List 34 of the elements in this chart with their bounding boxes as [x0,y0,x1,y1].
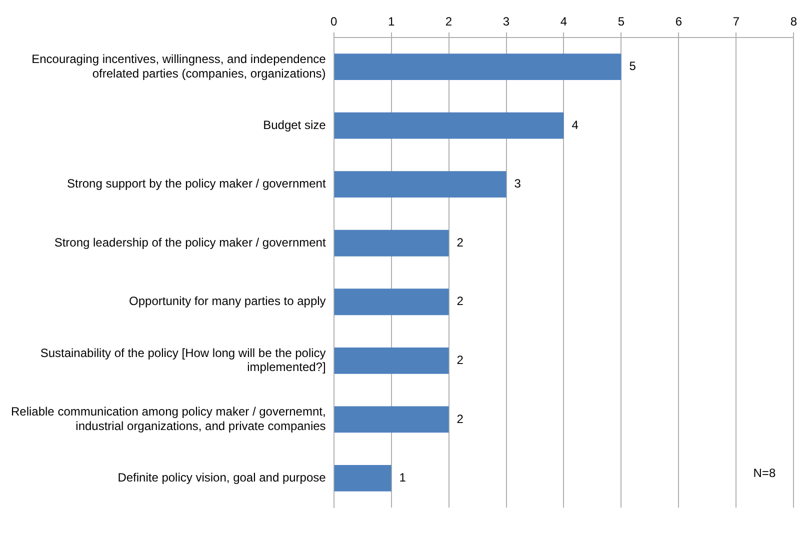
y-tick-label: Budget size [263,118,326,132]
x-tick-label: 3 [502,14,510,29]
x-tick-label: 4 [560,14,568,29]
bar [334,464,392,492]
y-tick-label: Opportunity for many parties to apply [129,294,326,308]
bar [334,230,449,256]
data-label: 4 [572,118,579,132]
y-tick-label: Encouraging incentives, willingness, and independence ofrelated parties (companies, organizations) [32,52,326,80]
x-tick-label: 1 [388,14,395,29]
x-tick-label: 0 [330,14,338,29]
x-tick-label: 5 [618,14,625,29]
y-tick-label: Definite policy vision, goal and purpose [118,470,326,485]
data-label: 1 [399,470,406,485]
bar [334,406,449,433]
data-label: 3 [514,176,522,191]
y-tick-label: Strong support by the policy maker / government [67,176,326,191]
x-tick-label: 8 [790,14,798,29]
bar [334,288,449,316]
bar [334,112,564,139]
y-tick-label: Sustainability of the policy [How long will be the policy implemented?] [40,346,326,374]
data-label: 2 [456,235,464,250]
annotation: N=8 [753,466,776,480]
x-tick-label: 6 [675,14,682,29]
bar [334,347,449,374]
data-label: 5 [629,59,636,74]
data-label: 2 [456,412,464,426]
x-tick-label: 2 [445,14,452,29]
bar [334,171,506,198]
bar [334,54,622,80]
y-tick-label: Strong leadership of the policy maker / government [54,235,326,250]
x-tick-label: 7 [732,14,740,29]
y-tick-label: Reliable communication among policy maker / governemnt, industrial organizations, and private companies [11,404,326,433]
data-label: 2 [456,294,464,308]
data-label: 2 [456,352,464,367]
